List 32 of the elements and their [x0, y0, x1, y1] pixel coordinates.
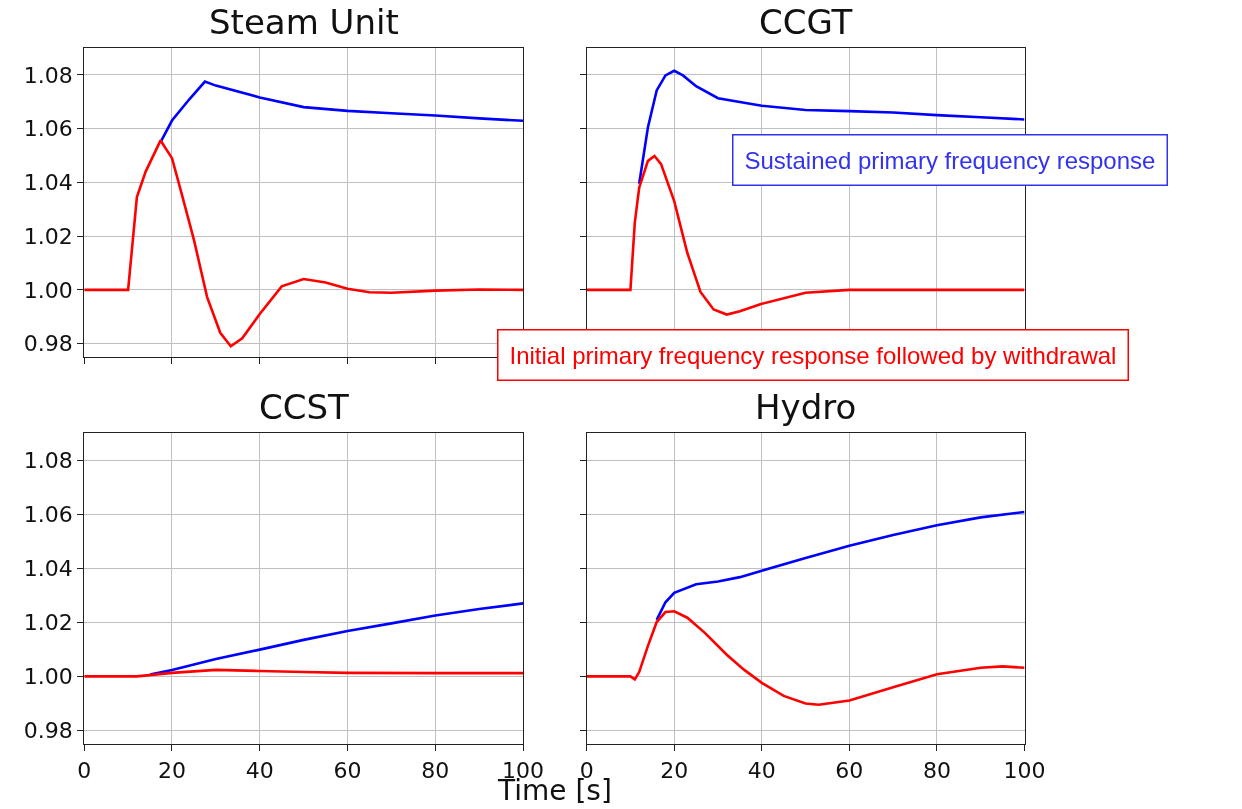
y-tick-label: 0.98 [23, 331, 73, 357]
line-series [148, 602, 524, 676]
y-tick-label: 1.08 [23, 62, 73, 88]
y-tick-label: 1.00 [23, 277, 73, 303]
annotation: Initial primary frequency response followed by withdrawal [509, 341, 1117, 369]
x-tick-label: 80 [922, 757, 951, 783]
x-tick-label: 20 [660, 757, 689, 783]
y-tick-label: 1.02 [23, 610, 73, 635]
x-tick-label: 40 [747, 757, 776, 783]
x-tick-label: 40 [245, 757, 274, 783]
chart-title: Hydro [755, 387, 857, 427]
y-tick-label: 0.98 [23, 718, 73, 744]
x-tick-label: 100 [1003, 757, 1046, 783]
x-tick-label: 60 [333, 757, 362, 783]
y-tick-label: 1.06 [23, 116, 73, 142]
line-series [159, 80, 524, 144]
y-tick-label: 1.04 [23, 555, 73, 581]
chart-title: Steam Unit [209, 2, 399, 42]
y-tick-label: 1.04 [23, 170, 73, 196]
line-series [84, 668, 524, 678]
y-tick-label: 1.08 [23, 447, 73, 473]
x-tick-label: 60 [835, 757, 864, 783]
chart-title: CCST [259, 387, 350, 427]
annotation: Sustained primary frequency response [744, 146, 1156, 174]
x-tick-label: 80 [421, 757, 450, 783]
chart-title: CCGT [759, 2, 853, 42]
y-tick-label: 1.06 [23, 501, 73, 527]
x-tick-label: 0 [77, 757, 92, 783]
y-tick-label: 1.00 [23, 664, 73, 690]
y-tick-label: 1.02 [23, 223, 73, 249]
x-tick-label: 20 [158, 757, 186, 783]
line-series [84, 139, 524, 348]
